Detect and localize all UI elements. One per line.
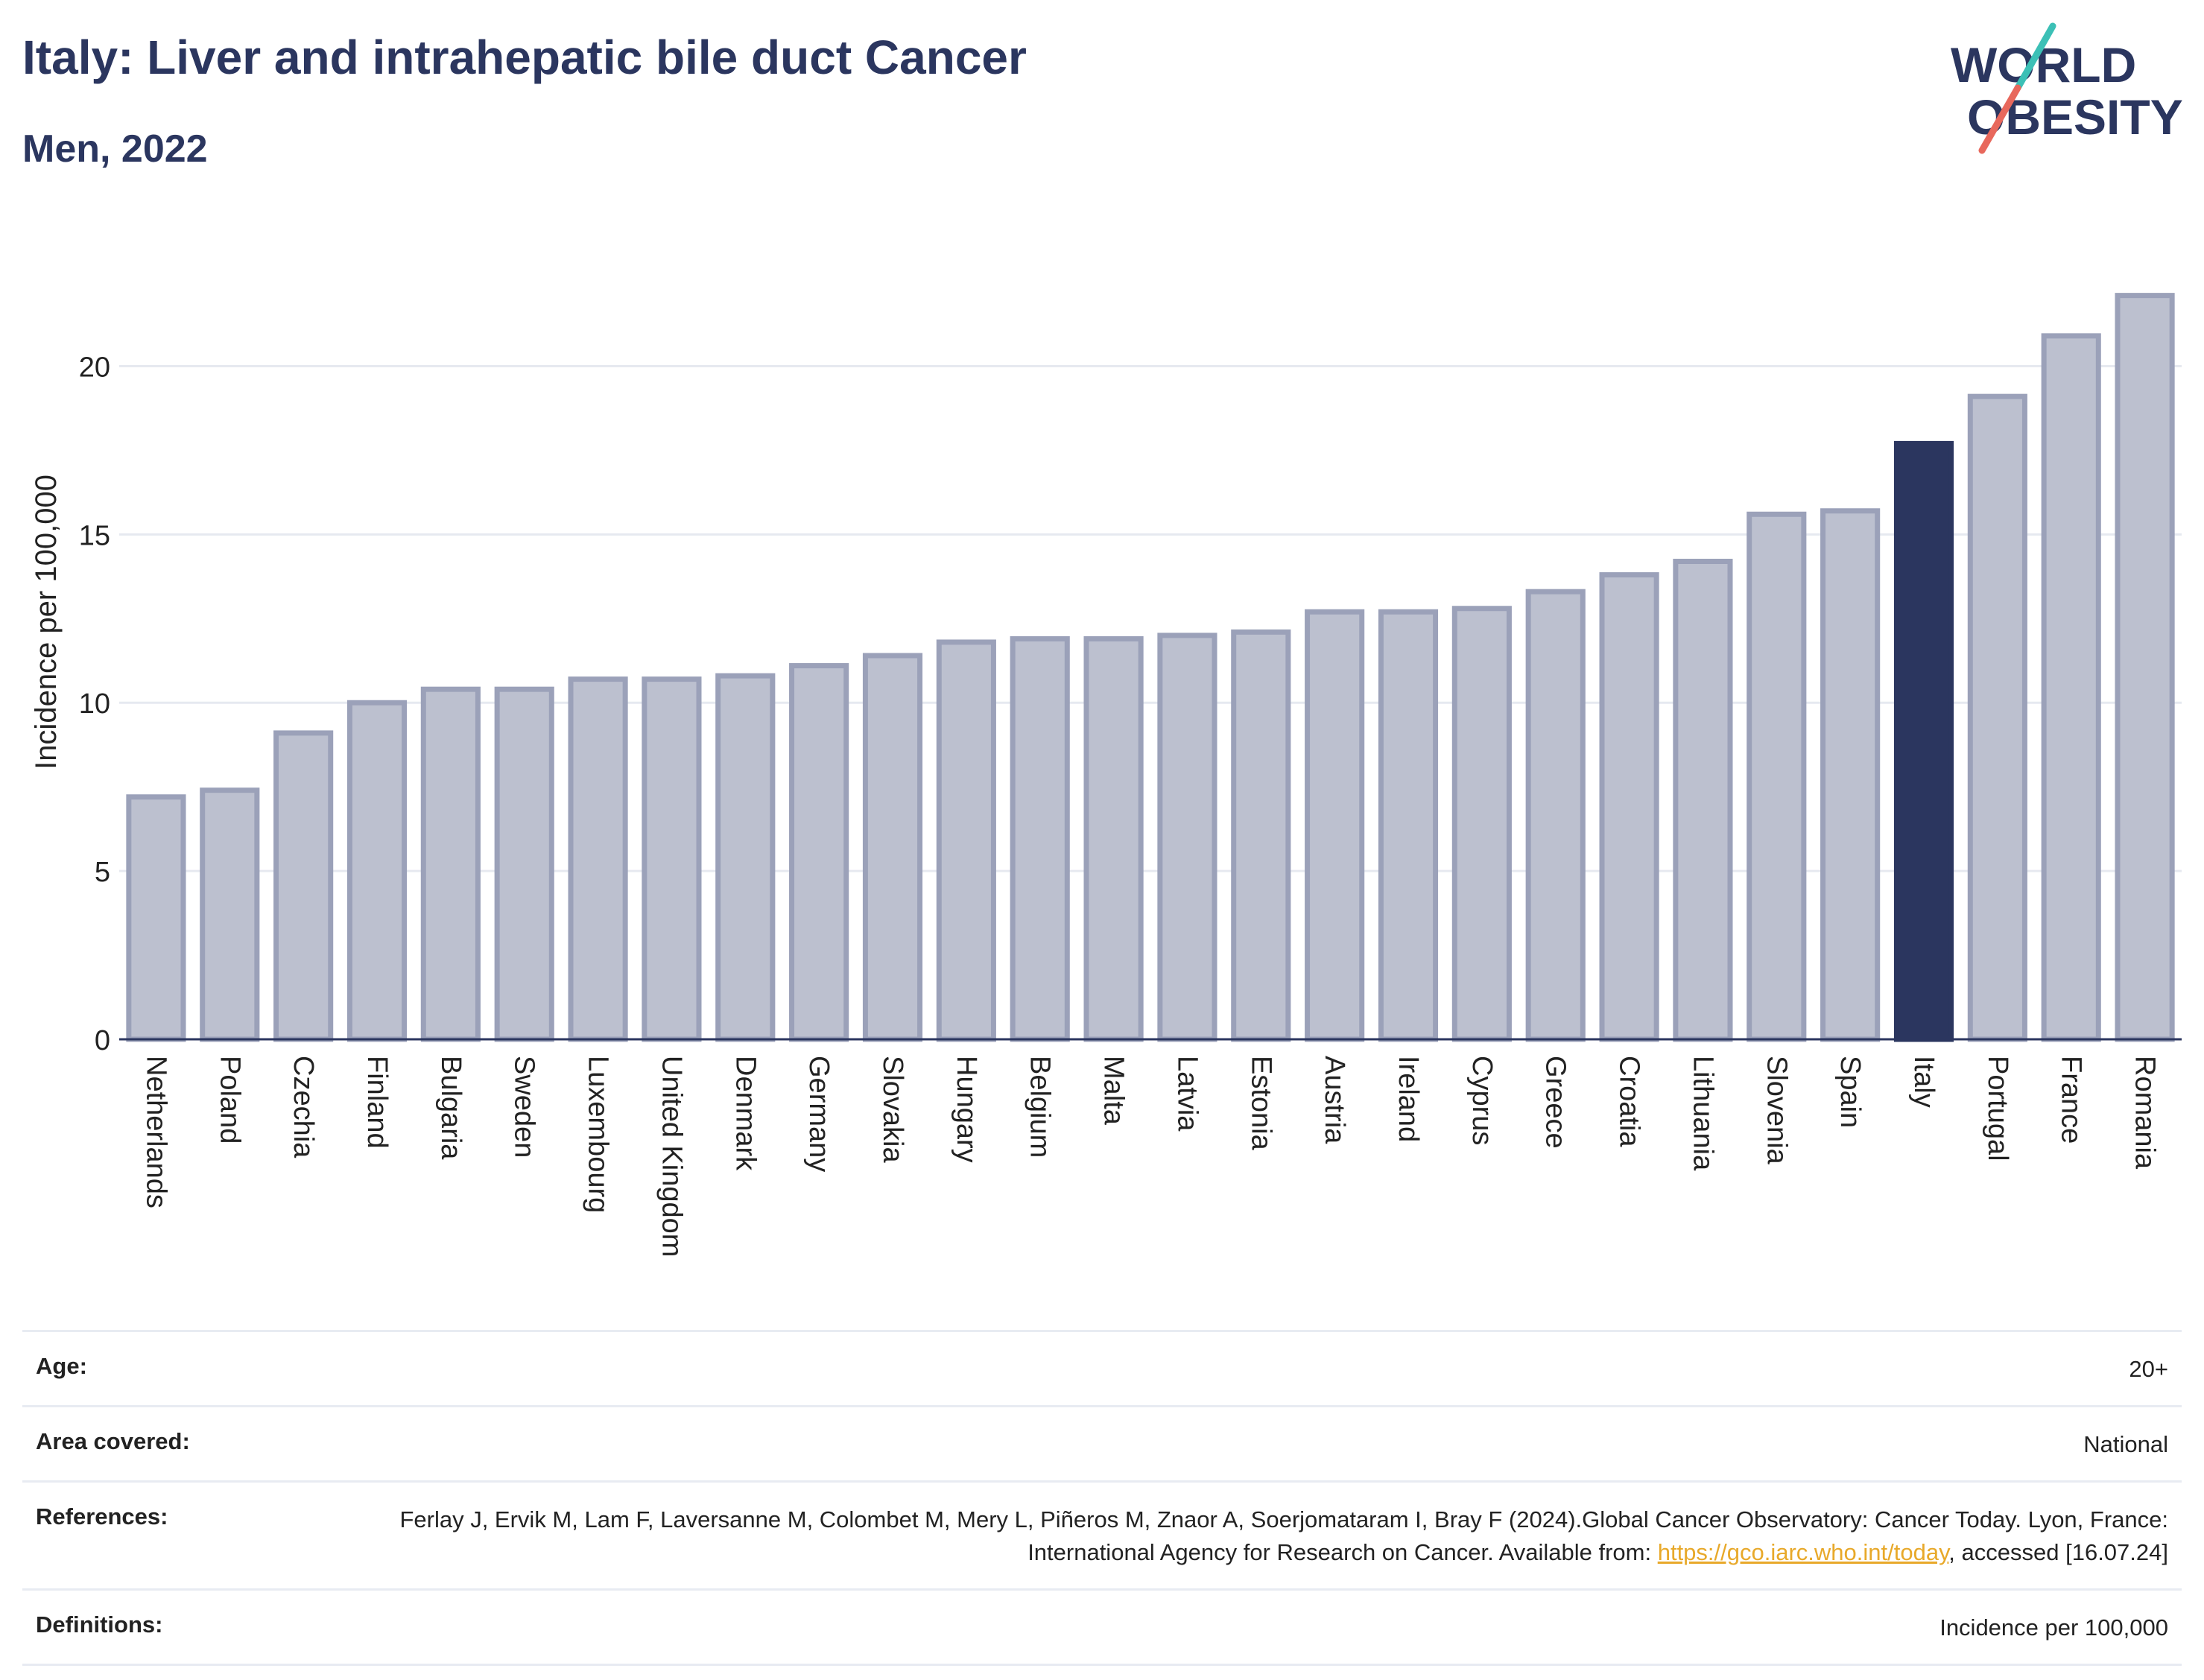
- x-tick-label: Croatia: [1614, 1056, 1645, 1147]
- bar-latvia: [1157, 633, 1217, 1042]
- references-text: Ferlay J, Ervik M, Lam F, Laversanne M, …: [399, 1506, 2168, 1565]
- x-tick-label: Belgium: [1025, 1056, 1056, 1158]
- age-label: Age:: [36, 1353, 87, 1379]
- bar-finland: [346, 700, 408, 1042]
- bar-slovakia: [862, 653, 923, 1042]
- x-tick-label: Malta: [1098, 1056, 1130, 1126]
- x-tick-label: Latvia: [1171, 1056, 1203, 1132]
- bar-chart: 0 5 10 15 20 Netherlands Poland Czechia Finland B…: [0, 209, 2204, 1326]
- bar-austria: [1305, 609, 1365, 1042]
- x-tick-label: Denmark: [729, 1056, 761, 1171]
- bar-portugal: [1967, 393, 2027, 1042]
- area-value: National: [2083, 1431, 2168, 1457]
- info-row-age: Age: 20+: [22, 1330, 2182, 1405]
- bar-spain: [1820, 508, 1881, 1042]
- bar-slovenia: [1747, 511, 1807, 1042]
- references-accessed: , accessed [16.07.24]: [1948, 1539, 2168, 1565]
- bar-malta: [1083, 635, 1144, 1042]
- references-link[interactable]: https://gco.iarc.who.int/today: [1657, 1539, 1949, 1565]
- x-tick-label: France: [2056, 1056, 2087, 1144]
- x-tick-label: Bulgaria: [435, 1056, 466, 1160]
- x-tick-label: Sweden: [509, 1056, 540, 1158]
- x-tick-label: Hungary: [951, 1056, 982, 1163]
- x-tick-label: Greece: [1540, 1056, 1571, 1149]
- definitions-label: Definitions:: [36, 1611, 163, 1638]
- x-tick-label: Portugal: [1982, 1056, 2013, 1161]
- x-tick-label: Romania: [2129, 1056, 2161, 1170]
- x-tick-label: Ireland: [1393, 1056, 1424, 1142]
- bar-greece: [1525, 589, 1586, 1042]
- x-tick-label: Spain: [1834, 1056, 1866, 1128]
- info-row-area: Area covered: National: [22, 1405, 2182, 1480]
- axes: 0 5 10 15 20 Netherlands Poland Czechia Finland B…: [79, 352, 2182, 1257]
- world-obesity-logo: WORLD OBESITY: [1937, 22, 2191, 156]
- x-tick-label: United Kingdom: [656, 1056, 687, 1257]
- bar-cyprus: [1451, 606, 1512, 1042]
- bar-hungary: [936, 639, 996, 1042]
- bar-ireland: [1378, 609, 1439, 1042]
- bar-netherlands: [126, 794, 186, 1042]
- references-value: Ferlay J, Ervik M, Lam F, Laversanne M, …: [343, 1503, 2168, 1569]
- info-row-references: References: Ferlay J, Ervik M, Lam F, La…: [22, 1480, 2182, 1588]
- bar-bulgaria: [420, 686, 481, 1042]
- bar-germany: [789, 663, 849, 1042]
- chart-subtitle: Men, 2022: [22, 127, 208, 171]
- age-value: 20+: [2129, 1356, 2168, 1382]
- x-tick-label: Poland: [214, 1056, 245, 1144]
- bar-united-kingdom: [642, 676, 702, 1042]
- bar-czechia: [273, 730, 334, 1042]
- y-axis-label: Incidence per 100,000: [30, 475, 63, 770]
- chart-title: Italy: Liver and intrahepatic bile duct …: [22, 31, 1027, 84]
- info-table: Age: 20+ Area covered: National Referenc…: [22, 1330, 2182, 1666]
- y-tick-label: 0: [95, 1025, 110, 1056]
- x-tick-label: Finland: [361, 1056, 393, 1149]
- x-tick-label: Cyprus: [1466, 1056, 1498, 1145]
- bar-lithuania: [1673, 559, 1733, 1042]
- definitions-value: Incidence per 100,000: [1939, 1614, 2168, 1641]
- x-tick-label: Austria: [1319, 1056, 1350, 1144]
- bar-france: [2041, 333, 2101, 1042]
- bar-croatia: [1599, 572, 1659, 1042]
- slash-mark-icon: [1978, 22, 2056, 154]
- x-tick-label: Luxembourg: [583, 1056, 614, 1213]
- y-tick-label: 15: [79, 520, 110, 551]
- bar-poland: [200, 787, 260, 1042]
- y-tick-label: 5: [95, 857, 110, 888]
- x-tick-label: Czechia: [288, 1056, 319, 1158]
- x-tick-label: Slovakia: [877, 1056, 908, 1163]
- x-tick-label: Lithuania: [1687, 1056, 1718, 1171]
- x-tick-label: Slovenia: [1761, 1056, 1792, 1165]
- x-tick-label: Germany: [803, 1056, 835, 1172]
- x-tick-label: Italy: [1908, 1056, 1939, 1108]
- bar-estonia: [1231, 629, 1291, 1042]
- area-label: Area covered:: [36, 1428, 190, 1454]
- bar-sweden: [494, 686, 554, 1042]
- bar-luxembourg: [568, 676, 628, 1042]
- info-row-definitions: Definitions: Incidence per 100,000: [22, 1588, 2182, 1666]
- bars: [126, 293, 2175, 1042]
- y-tick-label: 20: [79, 352, 110, 383]
- x-tick-label: Netherlands: [140, 1056, 171, 1208]
- references-label: References:: [36, 1503, 168, 1530]
- bar-italy: [1893, 440, 1954, 1042]
- y-tick-label: 10: [79, 688, 110, 720]
- x-tick-label: Estonia: [1245, 1056, 1276, 1151]
- bar-denmark: [715, 673, 776, 1042]
- bar-belgium: [1010, 635, 1070, 1042]
- bar-romania: [2115, 293, 2175, 1042]
